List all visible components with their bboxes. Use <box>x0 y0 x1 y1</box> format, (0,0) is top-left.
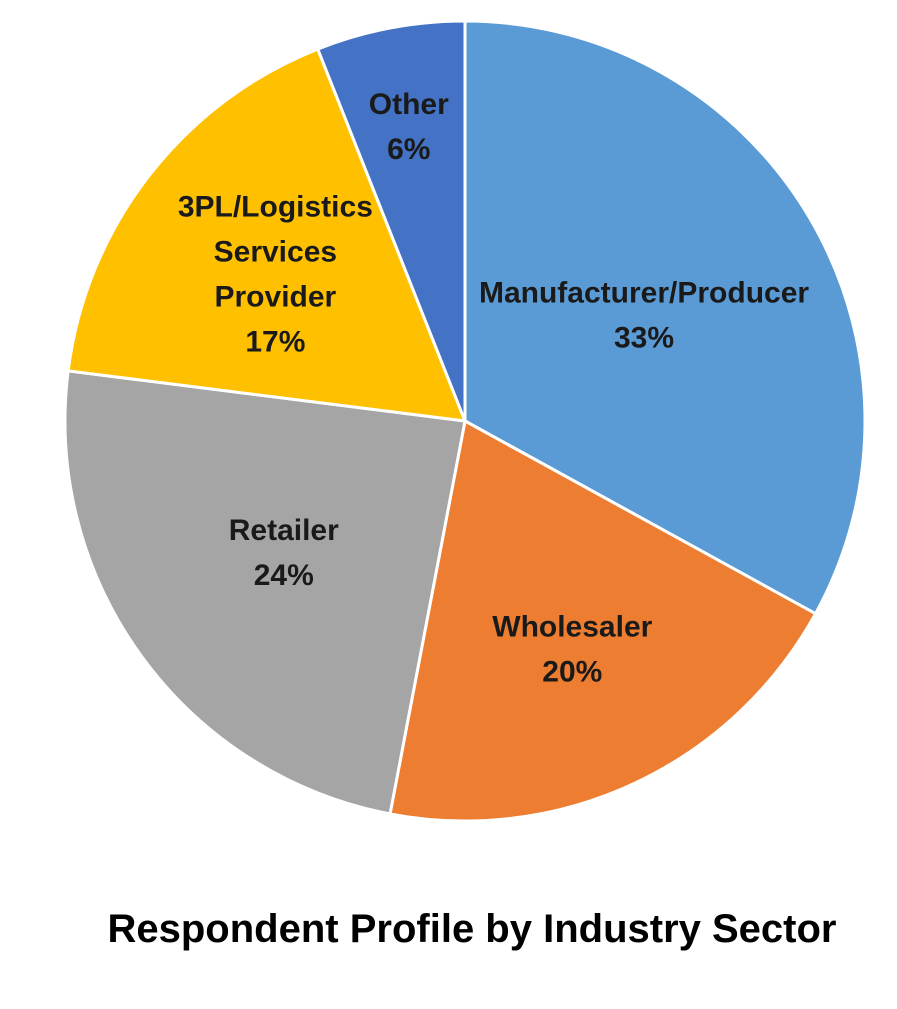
chart-title: Respondent Profile by Industry Sector <box>107 907 836 951</box>
data-label-wholesaler: Wholesaler 20% <box>492 611 652 689</box>
data-label-category: Manufacturer/Producer <box>479 277 809 310</box>
data-label-category: Wholesaler <box>492 611 652 644</box>
pie-slice-3pl-logistics-services-provider <box>66 47 468 423</box>
data-label-3pl-logistics-services-provider: 3PL/Logistics Services Provider 17% <box>178 190 373 358</box>
pie-slices <box>63 19 867 823</box>
data-label-category: Services <box>214 235 337 268</box>
pie-slice-manufacturer-producer <box>463 19 867 616</box>
pie-labels: Manufacturer/Producer 33% Wholesaler 20% Ret… <box>178 88 810 689</box>
data-label-retailer: Retailer 24% <box>229 514 339 592</box>
data-label-category: Other <box>369 88 449 121</box>
data-label-value: 6% <box>387 133 430 166</box>
pie-slice-wholesaler <box>388 418 818 823</box>
pie-slice-other <box>315 19 467 422</box>
data-label-value: 17% <box>245 325 305 358</box>
data-label-category: Retailer <box>229 514 339 547</box>
pie-slice-retailer <box>63 369 467 816</box>
data-label-other: Other 6% <box>369 88 449 166</box>
data-label-value: 20% <box>542 656 602 689</box>
data-label-value: 24% <box>254 559 314 592</box>
data-label-category: 3PL/Logistics <box>178 190 373 223</box>
data-label-category: Provider <box>215 280 337 313</box>
data-label-manufacturer-producer: Manufacturer/Producer 33% <box>479 277 809 355</box>
data-label-value: 33% <box>614 322 674 355</box>
